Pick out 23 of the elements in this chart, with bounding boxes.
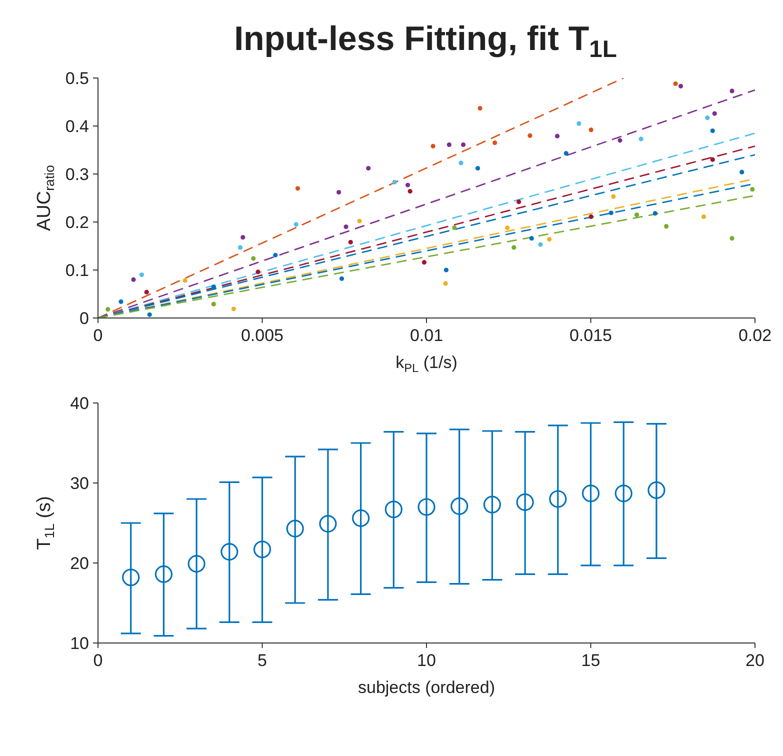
y-tick-label: 0.2 [65, 213, 89, 232]
x-tick-label: 0 [93, 326, 103, 346]
y-tick-label: 30 [70, 474, 89, 494]
y-tick-label: 20 [70, 554, 89, 574]
x-tick-label: 15 [581, 651, 600, 670]
x-axis-title: subjects (ordered) [358, 678, 496, 697]
x-tick-label: 0.005 [240, 326, 284, 346]
y-tick-label: 10 [70, 634, 89, 654]
x-tick-label: 0 [93, 651, 103, 670]
y-tick-label: 0.4 [65, 117, 89, 136]
y-tick-label: 0 [80, 309, 89, 328]
y-tick-label: 0.1 [65, 261, 89, 280]
x-tick-label: 0.01 [410, 326, 444, 346]
chart-title: Input-less Fitting, fit T$_{1L}$ [234, 20, 617, 64]
x-axis-title: k$_{PL}$ (1/s) [396, 353, 458, 375]
x-tick-label: 20 [746, 651, 764, 670]
y-tick-label: 0.5 [65, 69, 89, 88]
x-tick-label: 0.02 [738, 326, 772, 346]
x-tick-label: 0.015 [569, 326, 612, 346]
x-tick-label: 10 [417, 651, 436, 670]
x-tick-label: 5 [258, 651, 267, 670]
y-tick-label: 40 [70, 394, 89, 414]
y-tick-label: 0.3 [65, 165, 89, 184]
